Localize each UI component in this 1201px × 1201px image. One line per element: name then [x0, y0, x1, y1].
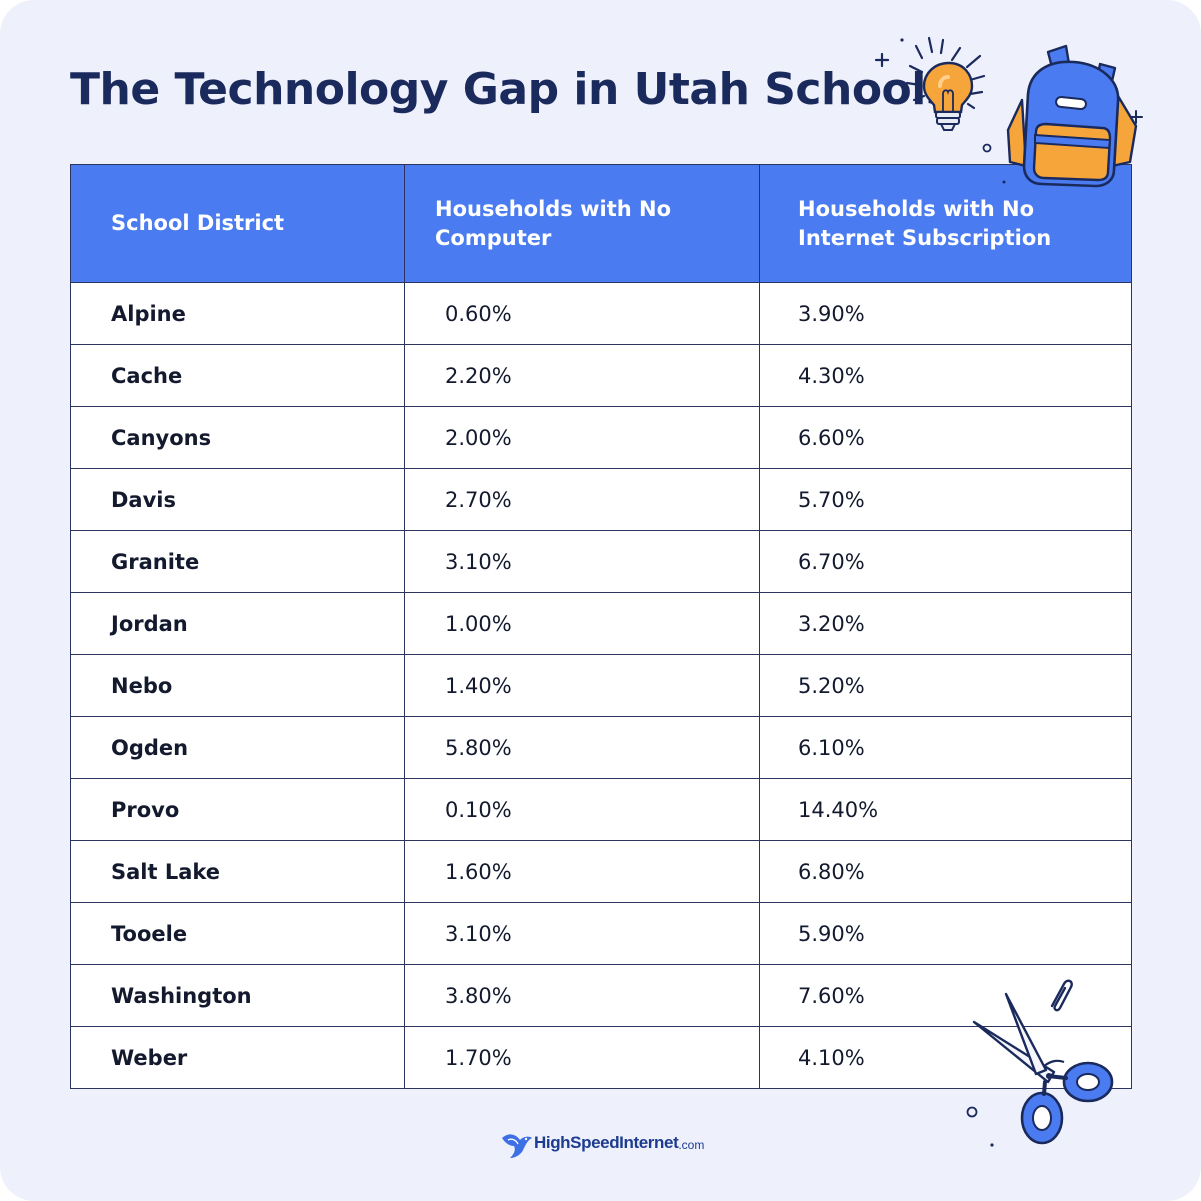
no-computer-cell: 3.10%: [404, 902, 760, 965]
district-cell: Nebo: [70, 654, 405, 717]
no-internet-cell: 6.80%: [759, 840, 1132, 903]
table-row: Weber 1.70% 4.10%: [70, 1026, 1132, 1089]
column-header-no-computer: Households with No Computer: [404, 164, 760, 283]
district-cell: Weber: [70, 1026, 405, 1089]
bird-logo-icon: [502, 1134, 532, 1158]
district-cell: Tooele: [70, 902, 405, 965]
no-internet-cell: 5.70%: [759, 468, 1132, 531]
table-row: Cache 2.20% 4.30%: [70, 344, 1132, 407]
table-row: Granite 3.10% 6.70%: [70, 530, 1132, 593]
no-internet-cell: 4.30%: [759, 344, 1132, 407]
table-row: Tooele 3.10% 5.90%: [70, 902, 1132, 965]
no-internet-cell: 5.90%: [759, 902, 1132, 965]
data-table: School District Households with No Compu…: [70, 164, 1132, 1089]
no-internet-cell: 6.10%: [759, 716, 1132, 779]
no-computer-cell: 1.70%: [404, 1026, 760, 1089]
district-cell: Jordan: [70, 592, 405, 655]
table-row: Salt Lake 1.60% 6.80%: [70, 840, 1132, 903]
backpack-icon: [982, 44, 1143, 188]
no-internet-cell: 3.20%: [759, 592, 1132, 655]
district-cell: Granite: [70, 530, 405, 593]
table-row: Washington 3.80% 7.60%: [70, 964, 1132, 1027]
no-computer-cell: 0.60%: [404, 282, 760, 345]
table-row: Nebo 1.40% 5.20%: [70, 654, 1132, 717]
no-computer-cell: 1.60%: [404, 840, 760, 903]
no-internet-cell: 4.10%: [759, 1026, 1132, 1089]
district-cell: Washington: [70, 964, 405, 1027]
table-row: Jordan 1.00% 3.20%: [70, 592, 1132, 655]
table-row: Provo 0.10% 14.40%: [70, 778, 1132, 841]
page-title: The Technology Gap in Utah Schools: [70, 64, 952, 115]
no-internet-cell: 6.70%: [759, 530, 1132, 593]
district-cell: Canyons: [70, 406, 405, 469]
no-computer-cell: 1.40%: [404, 654, 760, 717]
no-computer-cell: 2.70%: [404, 468, 760, 531]
lightbulb-icon: [874, 36, 986, 131]
brand-suffix: .com: [678, 1137, 705, 1152]
column-header-district: School District: [70, 164, 405, 283]
no-internet-cell: 3.90%: [759, 282, 1132, 345]
no-internet-cell: 6.60%: [759, 406, 1132, 469]
no-computer-cell: 0.10%: [404, 778, 760, 841]
no-computer-cell: 5.80%: [404, 716, 760, 779]
no-internet-cell: 7.60%: [759, 964, 1132, 1027]
no-computer-cell: 1.00%: [404, 592, 760, 655]
table-row: Davis 2.70% 5.70%: [70, 468, 1132, 531]
table-body: Alpine 0.60% 3.90% Cache 2.20% 4.30% Canyons 2.…: [70, 282, 1132, 1089]
no-internet-cell: 14.40%: [759, 778, 1132, 841]
no-computer-cell: 2.00%: [404, 406, 760, 469]
district-cell: Provo: [70, 778, 405, 841]
no-computer-cell: 3.10%: [404, 530, 760, 593]
no-computer-cell: 2.20%: [404, 344, 760, 407]
table-row: Canyons 2.00% 6.60%: [70, 406, 1132, 469]
district-cell: Davis: [70, 468, 405, 531]
paperclip-icon: [1050, 979, 1073, 1012]
no-computer-cell: 3.80%: [404, 964, 760, 1027]
district-cell: Cache: [70, 344, 405, 407]
no-internet-cell: 5.20%: [759, 654, 1132, 717]
table-row: Ogden 5.80% 6.10%: [70, 716, 1132, 779]
table-row: Alpine 0.60% 3.90%: [70, 282, 1132, 345]
scissors-icon: [966, 992, 1114, 1147]
district-cell: Ogden: [70, 716, 405, 779]
brand-logo: HighSpeedInternet .com: [500, 1126, 704, 1160]
brand-name: HighSpeedInternet: [534, 1133, 679, 1152]
district-cell: Alpine: [70, 282, 405, 345]
district-cell: Salt Lake: [70, 840, 405, 903]
